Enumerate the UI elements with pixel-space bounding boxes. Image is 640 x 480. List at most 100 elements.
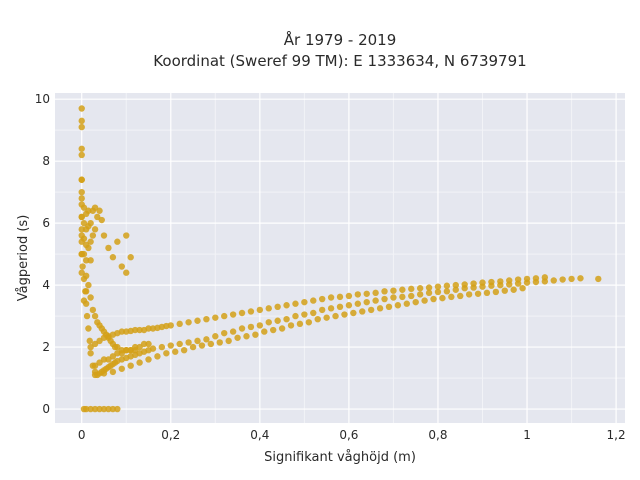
data-point [89,232,97,239]
data-point [372,297,379,304]
data-point [203,336,210,343]
data-point [91,340,99,348]
data-point [390,294,397,301]
data-point [207,340,215,348]
data-point [189,343,197,351]
data-point [109,405,117,413]
data-point [131,346,139,354]
x-tick-label: 0,4 [250,428,269,442]
data-point [163,350,170,357]
data-point [212,333,219,340]
data-point [336,303,344,311]
data-point [577,275,584,282]
data-point [127,362,134,369]
data-point [185,339,192,346]
data-point [270,326,277,334]
x-tick-label: 0,6 [339,428,358,442]
data-point [78,123,85,131]
data-point [185,319,192,326]
data-point [86,337,93,345]
data-point [221,312,228,320]
data-point [98,216,105,224]
data-point [87,350,94,357]
data-point [305,319,313,326]
data-point [510,286,517,293]
data-point [452,286,459,293]
data-point [123,346,130,354]
x-tick-label: 0 [78,428,86,442]
data-point [492,288,500,296]
data-point [136,326,143,334]
data-point [310,309,317,317]
data-point [176,340,183,348]
data-point [109,368,117,376]
data-point [327,305,335,312]
data-point [550,277,557,284]
data-point [80,250,88,258]
data-point [87,294,94,301]
data-point [100,405,108,413]
data-point [91,371,99,379]
data-point [79,263,86,270]
data-point [167,342,174,349]
data-point [506,277,513,284]
chart-title-line-2: Koordinat (Sweref 99 TM): E 1333634, N 6… [153,52,526,70]
data-point [172,348,179,355]
data-point [180,346,188,354]
data-point [91,204,99,211]
data-point [82,405,90,413]
data-point [158,343,166,351]
x-tick-labels: 0 0,2 0,4 0,6 0,8 1 1,2 [78,428,626,442]
data-point [314,315,321,323]
data-point [283,302,290,309]
data-point [354,291,362,298]
data-point [78,176,85,183]
y-tick-label: 8 [42,154,50,168]
data-point [434,288,442,296]
data-point [118,263,125,270]
data-point [408,285,415,293]
plot-background [55,93,625,423]
data-point [80,235,88,242]
data-point [390,287,397,294]
data-point [318,295,326,303]
data-point [91,362,99,369]
data-point [96,359,103,366]
data-point [85,281,92,289]
data-point [278,325,286,332]
data-point [341,311,348,318]
data-point [78,117,85,125]
data-point [416,285,424,292]
data-point [221,329,228,337]
data-point [523,275,531,283]
data-point [345,292,353,300]
data-point [87,257,94,264]
data-point [372,289,379,297]
data-point [114,343,121,351]
data-point [91,226,99,233]
data-point [78,188,85,196]
data-point [85,244,92,252]
data-point [483,289,491,297]
data-point [78,145,85,152]
data-point [256,322,264,329]
data-point [145,356,152,363]
data-point [399,286,406,293]
data-point [296,320,304,328]
data-point [376,305,384,312]
data-point [80,204,88,211]
data-point [85,325,92,332]
data-point [394,302,402,309]
y-tick-label: 10 [35,92,50,106]
data-point [229,311,237,318]
data-point [82,257,90,264]
data-point [385,303,393,311]
data-point [359,308,366,315]
data-point [457,292,464,300]
data-point [118,328,125,335]
data-point [541,274,549,281]
data-point [91,312,99,320]
data-point [532,275,540,282]
data-point [96,207,103,214]
